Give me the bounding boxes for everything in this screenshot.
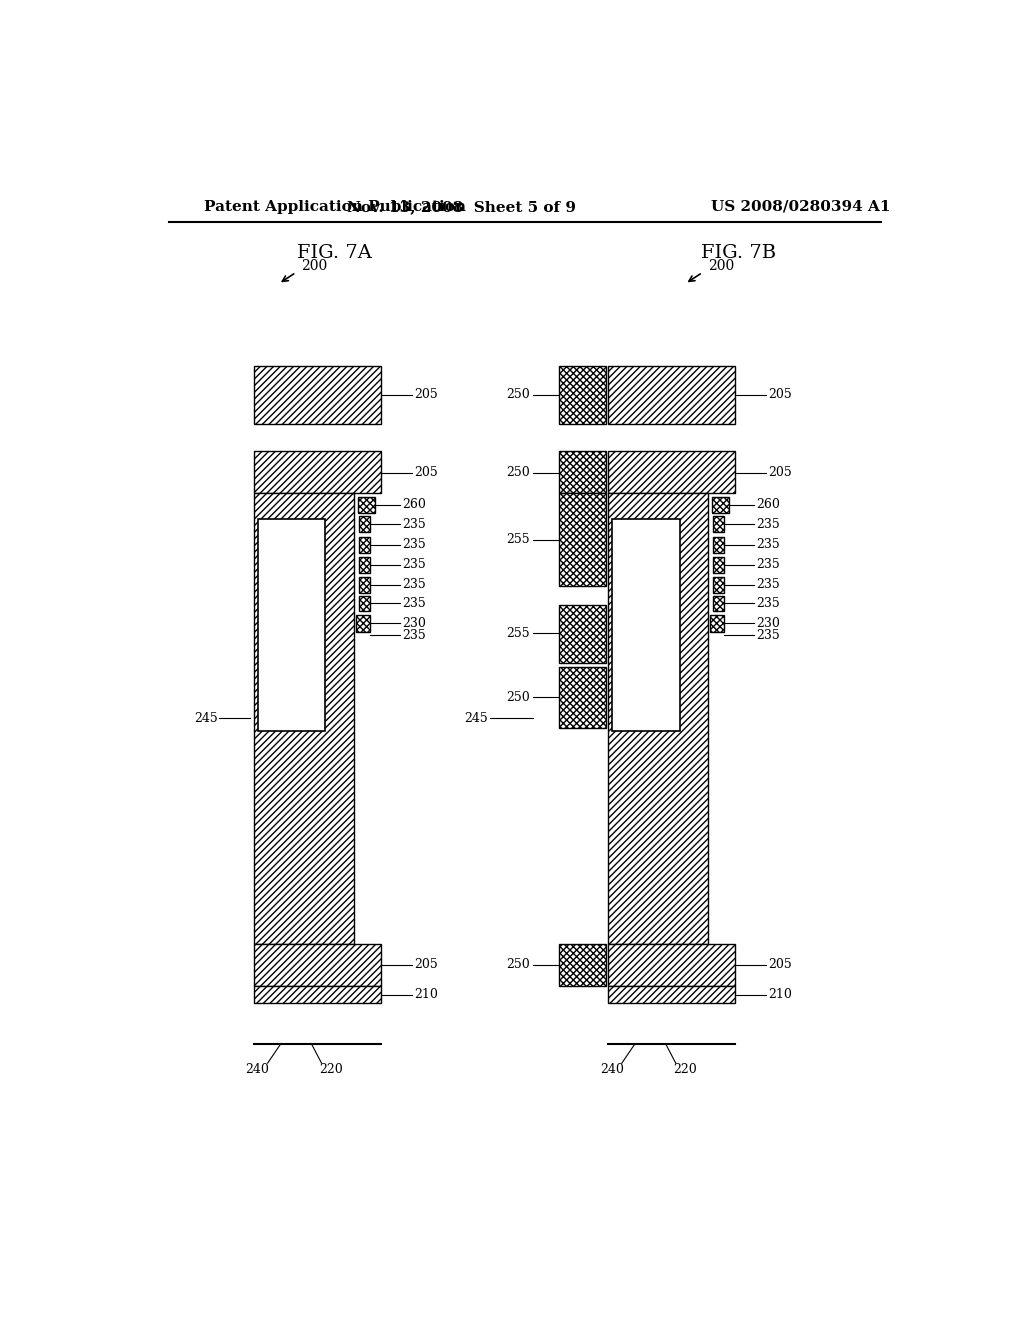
Bar (559, 944, 605, 986)
Text: 235: 235 (402, 578, 426, 591)
Bar (356, 615, 370, 632)
Text: 205: 205 (414, 958, 437, 972)
Text: 260: 260 (757, 499, 780, 511)
Bar (559, 667, 605, 729)
Text: 235: 235 (402, 539, 426, 552)
Text: US 2008/0280394 A1: US 2008/0280394 A1 (711, 199, 890, 214)
Text: FIG. 7B: FIG. 7B (701, 244, 776, 263)
Bar (359, 577, 370, 593)
Bar (711, 615, 724, 632)
Text: 245: 245 (194, 711, 217, 725)
Text: 220: 220 (673, 1063, 697, 1076)
Text: 205: 205 (414, 388, 437, 401)
Text: 235: 235 (402, 597, 426, 610)
Text: 235: 235 (757, 597, 780, 610)
Text: FIG. 7A: FIG. 7A (297, 244, 372, 263)
Bar (714, 557, 724, 573)
Text: 240: 240 (600, 1063, 624, 1076)
Text: Nov. 13, 2008  Sheet 5 of 9: Nov. 13, 2008 Sheet 5 of 9 (347, 199, 577, 214)
Text: 200: 200 (708, 259, 734, 273)
Text: 210: 210 (414, 989, 438, 1001)
Bar (714, 577, 724, 593)
Bar (559, 605, 605, 663)
Text: 235: 235 (402, 558, 426, 572)
Text: 235: 235 (757, 578, 780, 591)
Bar (608, 494, 708, 944)
Bar (258, 519, 326, 730)
Text: 230: 230 (402, 616, 426, 630)
Text: 250: 250 (507, 958, 530, 972)
Text: 260: 260 (402, 499, 426, 511)
Text: 235: 235 (757, 539, 780, 552)
Text: 250: 250 (507, 466, 530, 479)
Bar (608, 986, 735, 1003)
Text: 205: 205 (768, 958, 792, 972)
Text: 200: 200 (301, 259, 328, 273)
Bar (254, 986, 381, 1003)
Text: 240: 240 (246, 1063, 269, 1076)
Bar (608, 367, 735, 424)
Text: 230: 230 (757, 616, 780, 630)
Text: 250: 250 (507, 388, 530, 401)
Text: 205: 205 (414, 466, 437, 479)
Text: 205: 205 (768, 466, 792, 479)
Text: 235: 235 (402, 517, 426, 531)
Bar (254, 944, 381, 986)
Bar (608, 944, 735, 986)
Bar (559, 367, 605, 424)
Bar (611, 519, 680, 730)
Bar (559, 494, 605, 586)
Bar (714, 537, 724, 553)
Text: 235: 235 (757, 558, 780, 572)
Bar (712, 498, 729, 512)
Text: 235: 235 (402, 628, 426, 642)
Bar (359, 557, 370, 573)
Text: 210: 210 (768, 989, 792, 1001)
Bar (359, 595, 370, 611)
Bar (714, 516, 724, 532)
Text: 235: 235 (757, 517, 780, 531)
Text: 250: 250 (507, 690, 530, 704)
Bar (254, 367, 381, 424)
Bar (559, 451, 605, 494)
Bar (254, 494, 354, 944)
Bar (608, 451, 735, 494)
Text: 205: 205 (768, 388, 792, 401)
Bar (714, 595, 724, 611)
Bar (254, 451, 381, 494)
Text: 245: 245 (464, 711, 487, 725)
Text: 235: 235 (757, 628, 780, 642)
Bar (359, 537, 370, 553)
Bar (357, 498, 375, 512)
Text: 255: 255 (507, 533, 530, 546)
Text: 220: 220 (318, 1063, 343, 1076)
Text: 255: 255 (507, 627, 530, 640)
Bar (359, 516, 370, 532)
Text: Patent Application Publication: Patent Application Publication (204, 199, 466, 214)
